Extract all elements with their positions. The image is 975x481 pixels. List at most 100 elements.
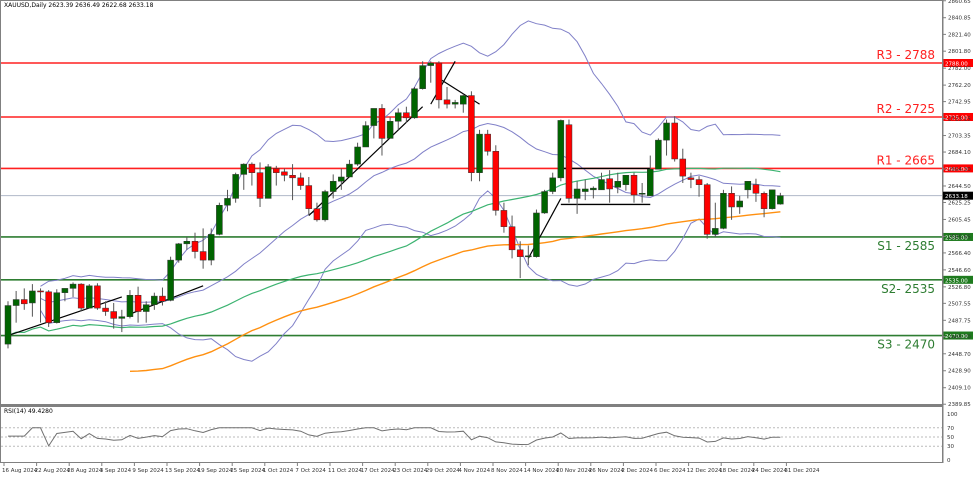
candle — [183, 236, 191, 250]
candle — [37, 288, 44, 323]
level-axis-value: 2535.00 — [945, 278, 968, 284]
date-tick: 29 Oct 2024 — [426, 468, 461, 474]
candle — [45, 290, 52, 327]
current-price-value: 2633.18 — [945, 194, 968, 200]
price-tick: 2821.40 — [948, 32, 971, 38]
candle — [313, 202, 321, 222]
date-tick: 31 Dec 2024 — [784, 468, 820, 474]
candle — [94, 283, 101, 310]
candle — [655, 138, 662, 170]
bollinger-upper — [40, 20, 781, 287]
level-label-r1: R1 - 2665 — [877, 153, 935, 167]
candle — [638, 182, 646, 203]
candle — [525, 245, 532, 266]
date-tick: 20 Nov 2024 — [556, 468, 592, 474]
candle — [175, 242, 182, 263]
date-tick: 17 Oct 2024 — [361, 468, 396, 474]
candle — [728, 186, 735, 220]
price-tick: 2546.60 — [948, 268, 971, 274]
date-tick: 7 Oct 2024 — [295, 468, 326, 474]
candle — [549, 172, 556, 195]
price-tick: 2762.20 — [948, 83, 971, 89]
candle — [671, 116, 678, 162]
candle — [411, 86, 418, 119]
date-tick: 18 Dec 2024 — [719, 468, 755, 474]
candle — [460, 93, 467, 113]
candle — [679, 148, 687, 183]
candle — [573, 181, 581, 214]
candle — [736, 195, 743, 214]
candle — [354, 142, 361, 166]
level-label-r2: R2 - 2725 — [877, 102, 935, 116]
candle — [492, 145, 500, 216]
candle — [118, 309, 126, 333]
candle — [516, 241, 524, 279]
price-tick: 2625.25 — [948, 200, 971, 206]
trendline — [430, 60, 456, 105]
date-tick: 24 Dec 2024 — [752, 468, 788, 474]
candle — [703, 182, 711, 239]
symbol-header: XAUUSD,Daily 2623.39 2636.49 2622.68 263… — [4, 2, 154, 9]
price-tick: 2840.85 — [948, 16, 971, 22]
price-tick: 2664.30 — [948, 167, 971, 173]
candle — [614, 172, 621, 194]
level-axis-value: 2788.00 — [945, 62, 968, 68]
price-tick: 2644.50 — [948, 184, 971, 190]
candle — [565, 119, 573, 203]
rsi-tick: 0 — [947, 458, 951, 464]
trendline — [7, 296, 123, 337]
bollinger-lower — [40, 190, 781, 362]
date-tick: 13 Sep 2024 — [165, 468, 200, 474]
level-axis-badge — [943, 112, 973, 121]
candle — [232, 172, 239, 203]
date-tick: 14 Nov 2024 — [524, 468, 560, 474]
candle — [151, 292, 158, 310]
rsi-pane-border — [0, 406, 943, 463]
date-tick: 9 Sep 2024 — [132, 468, 164, 474]
candle — [216, 202, 223, 236]
candle — [606, 170, 613, 203]
candle — [468, 91, 475, 182]
date-tick: 3 Sep 2024 — [100, 468, 132, 474]
candle — [53, 289, 61, 324]
candlesticks — [4, 61, 784, 349]
date-tick: 8 Nov 2024 — [491, 468, 523, 474]
main-pane-border — [0, 0, 943, 405]
candle — [159, 287, 166, 306]
candle — [581, 179, 589, 201]
candle — [760, 191, 768, 218]
price-tick: 2389.85 — [948, 402, 971, 408]
candle — [663, 119, 670, 156]
candle — [12, 290, 20, 323]
level-axis-badge — [943, 59, 973, 67]
candle — [191, 232, 199, 259]
candle — [256, 162, 264, 207]
candle — [500, 202, 508, 233]
price-tick: 2566.40 — [948, 251, 971, 257]
candle — [598, 172, 605, 191]
candle — [240, 163, 248, 190]
candle — [69, 282, 77, 297]
candle — [752, 178, 760, 202]
price-tick: 2409.10 — [948, 386, 971, 392]
candle — [435, 61, 443, 109]
candle — [590, 186, 597, 199]
candle — [777, 192, 784, 205]
candle — [541, 189, 548, 214]
date-tick: 2 Dec 2024 — [621, 468, 653, 474]
candle — [338, 168, 345, 190]
date-tick: 16 Aug 2024 — [2, 468, 38, 474]
candle — [484, 129, 491, 156]
rsi-tick: 70 — [947, 426, 954, 432]
trendline — [129, 285, 204, 315]
price-tick: 2507.55 — [948, 301, 971, 307]
candle — [167, 256, 174, 302]
price-tick: 2487.75 — [948, 318, 971, 324]
price-tick: 2684.10 — [948, 150, 971, 156]
price-tick: 2723.15 — [948, 117, 971, 123]
candle — [77, 283, 85, 312]
date-tick: 23 Oct 2024 — [393, 468, 428, 474]
candle — [297, 172, 304, 190]
